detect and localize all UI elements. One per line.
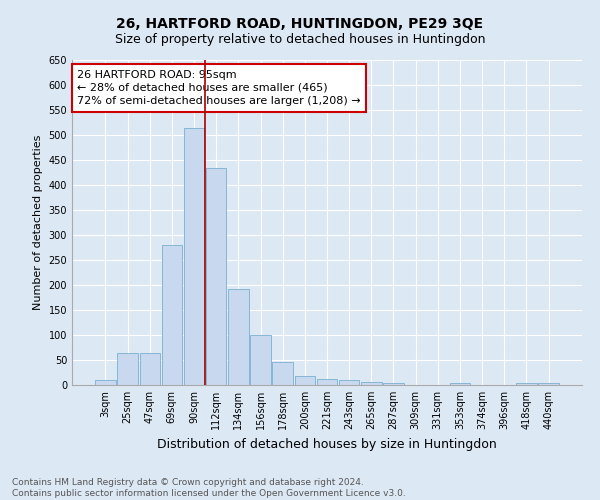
Bar [228,288,248,385]
Bar [339,380,359,385]
Text: Size of property relative to detached houses in Huntingdon: Size of property relative to detached ho… [115,32,485,46]
Bar [317,379,337,385]
Bar [383,383,404,385]
Y-axis label: Number of detached properties: Number of detached properties [33,135,43,310]
Bar [272,362,293,385]
Bar [361,382,382,385]
Bar [140,352,160,385]
Bar [118,352,138,385]
Bar [184,128,204,385]
Bar [516,382,536,385]
Text: 26, HARTFORD ROAD, HUNTINGDON, PE29 3QE: 26, HARTFORD ROAD, HUNTINGDON, PE29 3QE [116,18,484,32]
Bar [295,376,315,385]
Bar [206,168,226,385]
X-axis label: Distribution of detached houses by size in Huntingdon: Distribution of detached houses by size … [157,438,497,450]
Bar [450,383,470,385]
Bar [95,380,116,385]
Bar [250,335,271,385]
Text: Contains HM Land Registry data © Crown copyright and database right 2024.
Contai: Contains HM Land Registry data © Crown c… [12,478,406,498]
Text: 26 HARTFORD ROAD: 95sqm
← 28% of detached houses are smaller (465)
72% of semi-d: 26 HARTFORD ROAD: 95sqm ← 28% of detache… [77,70,361,106]
Bar [161,245,182,385]
Bar [538,382,559,385]
